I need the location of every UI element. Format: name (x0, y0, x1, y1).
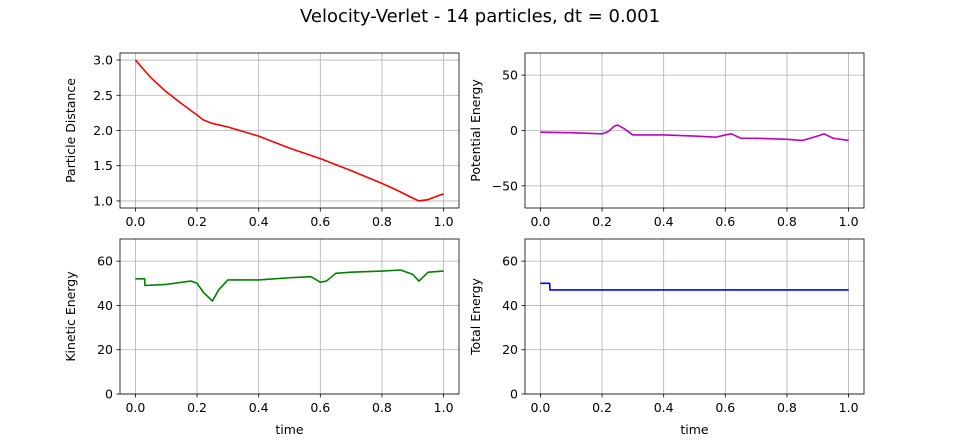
y-tick-label: 60 (97, 254, 113, 269)
x-tick-label: 1.0 (839, 214, 859, 229)
subplot-2: 0.00.20.40.60.81.0−50050timePotential En… (468, 52, 865, 251)
y-axis-label: Kinetic Energy (63, 271, 78, 362)
y-tick-label: 40 (502, 298, 518, 313)
x-tick-label: 0.4 (249, 400, 269, 415)
x-tick-label: 0.0 (125, 400, 145, 415)
x-tick-label: 0.6 (310, 400, 330, 415)
x-axis-label: time (680, 422, 709, 437)
y-tick-label: 0 (510, 123, 518, 138)
x-tick-label: 0.8 (777, 400, 797, 415)
x-tick-label: 0.0 (530, 400, 550, 415)
subplot-4: 0.0 0.2 0.4 0.6 0.8 1.0 0 20 40 60 time Total Energ… (468, 238, 865, 437)
axes-background (525, 239, 864, 394)
axes-background (120, 239, 459, 394)
x-tick-label: 0.4 (654, 400, 674, 415)
y-tick-label: 60 (502, 254, 518, 269)
subplot-1: 0.00.20.40.60.81.01.01.52.02.53.0timePar… (63, 53, 460, 251)
x-tick-label: 0.8 (372, 400, 392, 415)
y-axis-label: Particle Distance (63, 78, 78, 183)
x-tick-label: 1.0 (839, 400, 859, 415)
x-tick-label: 1.0 (434, 214, 454, 229)
y-tick-label: 3.0 (93, 53, 113, 68)
y-tick-label: −50 (492, 178, 518, 193)
y-tick-label: 40 (97, 298, 113, 313)
series-line-1 (134, 59, 444, 202)
axes-frame (524, 238, 865, 395)
x-tick-label: 0.6 (310, 214, 330, 229)
y-tick-label: 20 (97, 342, 113, 357)
x-axis-label: time (275, 422, 304, 437)
x-tick-label: 0.2 (187, 400, 207, 415)
x-tick-label: 0.8 (372, 214, 392, 229)
subplot-3: 0.0 0.2 0.4 0.6 0.8 1.0 0 20 40 60 time Kinetic Ene… (63, 238, 460, 437)
x-tick-label: 1.0 (434, 400, 454, 415)
x-tick-label: 0.0 (125, 214, 145, 229)
series-line-1 (540, 282, 849, 291)
x-tick-label: 0.2 (187, 214, 207, 229)
y-tick-label: 2.0 (93, 123, 113, 138)
series-line-1 (135, 269, 444, 302)
y-tick-label: 1.0 (93, 193, 113, 208)
x-tick-label: 0.8 (777, 214, 797, 229)
x-tick-label: 0.2 (592, 400, 612, 415)
x-tick-label: 0.4 (654, 214, 674, 229)
y-tick-label: 2.5 (93, 88, 113, 103)
x-tick-label: 0.4 (249, 214, 269, 229)
y-axis-label: Total Energy (468, 277, 483, 356)
x-tick-label: 0.6 (715, 400, 735, 415)
series-line-1 (540, 124, 849, 142)
y-axis-label: Potential Energy (468, 79, 483, 182)
y-tick-label: 1.5 (93, 158, 113, 173)
y-tick-label: 20 (502, 342, 518, 357)
axes-frame (119, 238, 460, 395)
figure-title: Velocity-Verlet - 14 particles, dt = 0.0… (299, 6, 661, 27)
x-tick-label: 0.2 (592, 214, 612, 229)
x-tick-label: 0.6 (715, 214, 735, 229)
y-tick-label: 0 (105, 387, 113, 402)
y-tick-label: 0 (510, 387, 518, 402)
x-tick-label: 0.0 (530, 214, 550, 229)
y-tick-label: 50 (502, 68, 518, 83)
